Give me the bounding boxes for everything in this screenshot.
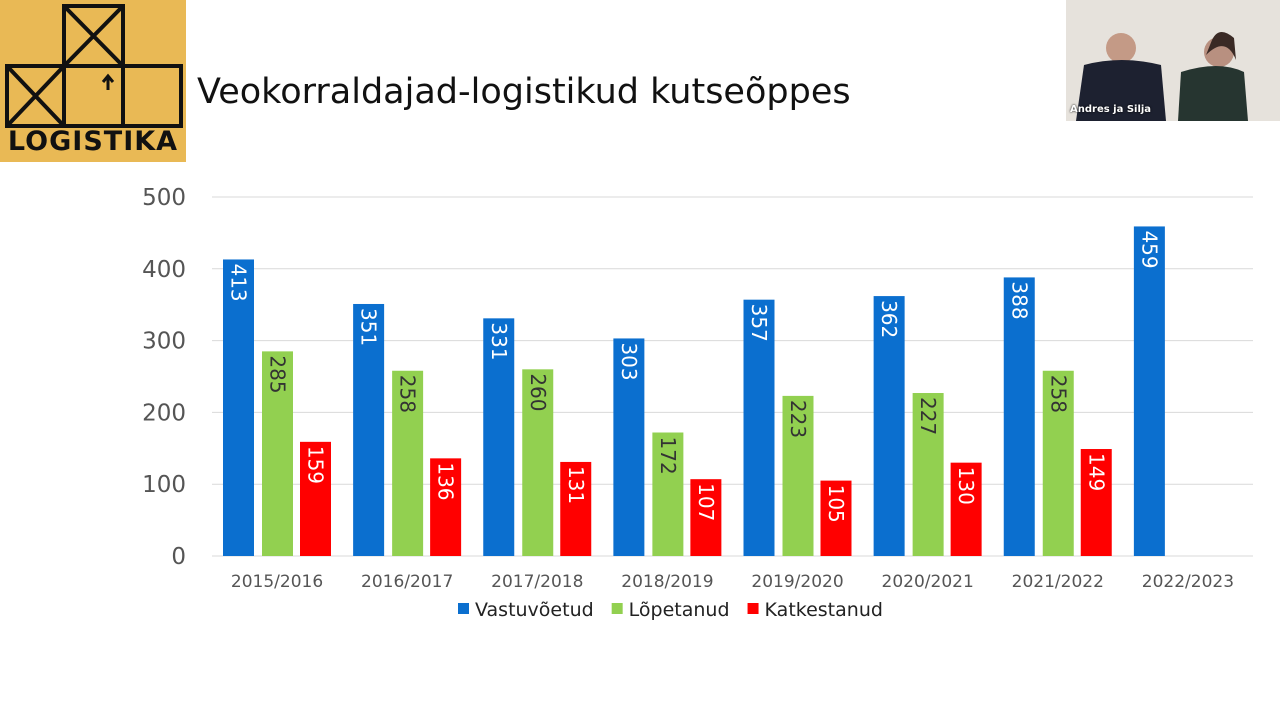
- data-label: 159: [304, 446, 328, 484]
- bar-Vastuvõetud: [353, 303, 385, 556]
- participants-video: [1066, 0, 1280, 121]
- data-label: 136: [434, 462, 458, 500]
- x-tick-label: 2016/2017: [361, 572, 453, 592]
- slide-title: Veokorraldajad-logistikud kutseõppes: [197, 72, 851, 112]
- legend-swatch: [611, 603, 623, 614]
- x-tick-label: 2018/2019: [621, 572, 713, 592]
- legend-label: Vastuvõetud: [475, 599, 594, 621]
- data-label: 362: [877, 300, 901, 338]
- y-tick-label: 200: [142, 400, 186, 426]
- legend-label: Katkestanud: [765, 599, 883, 621]
- x-tick-label: 2022/2023: [1142, 572, 1234, 592]
- x-tick-label: 2019/2020: [751, 572, 843, 592]
- bar-Vastuvõetud: [1003, 277, 1035, 556]
- data-label: 459: [1137, 230, 1161, 268]
- bar-Lõpetanud: [392, 370, 424, 556]
- participant-name: Andres ja Silja: [1070, 104, 1152, 115]
- legend-swatch: [458, 603, 469, 614]
- data-label: 172: [656, 437, 680, 475]
- bar-Vastuvõetud: [873, 296, 905, 556]
- bar-Lõpetanud: [262, 351, 293, 556]
- bar-Katkestanud: [300, 441, 331, 556]
- data-label: 131: [564, 466, 588, 504]
- bar-Katkestanud: [820, 480, 852, 556]
- x-tick-label: 2015/2016: [231, 572, 323, 592]
- x-tick-label: 2017/2018: [491, 572, 583, 592]
- bar-Lõpetanud: [1042, 370, 1074, 556]
- x-tick-label: 2021/2022: [1012, 572, 1104, 592]
- bar-Katkestanud: [430, 458, 462, 556]
- data-label: 130: [954, 467, 978, 505]
- bar-Vastuvõetud: [613, 338, 645, 556]
- bar-Vastuvõetud: [483, 318, 515, 556]
- bar-Katkestanud: [560, 461, 592, 556]
- bar-Lõpetanud: [912, 393, 944, 556]
- data-label: 357: [747, 304, 771, 342]
- data-label: 285: [266, 355, 290, 393]
- bar-Katkestanud: [950, 462, 982, 556]
- y-tick-label: 100: [142, 472, 186, 498]
- logo-text: LOGISTIKA: [7, 126, 179, 157]
- data-label: 105: [824, 485, 848, 523]
- data-label: 107: [694, 483, 718, 521]
- data-label: 258: [396, 375, 420, 413]
- data-label: 331: [487, 322, 511, 360]
- bar-Vastuvõetud: [1133, 226, 1165, 557]
- data-label: 260: [526, 373, 550, 411]
- y-tick-label: 0: [171, 544, 186, 570]
- boxes-logo-icon: [5, 4, 183, 128]
- data-label: 223: [786, 400, 810, 438]
- y-tick-label: 400: [142, 257, 186, 283]
- data-label: 388: [1007, 281, 1031, 319]
- data-label: 413: [227, 263, 251, 301]
- data-label: 149: [1084, 453, 1108, 491]
- video-thumbnail[interactable]: Andres ja Silja: [1066, 0, 1280, 121]
- x-tick-label: 2020/2021: [882, 572, 974, 592]
- bar-Lõpetanud: [652, 432, 684, 556]
- bar-Lõpetanud: [782, 395, 814, 556]
- legend-label: Lõpetanud: [629, 599, 730, 621]
- bar-Vastuvõetud: [223, 259, 254, 556]
- logistika-logo: LOGISTIKA: [0, 0, 186, 162]
- data-label: 227: [916, 397, 940, 435]
- y-tick-label: 300: [142, 329, 186, 355]
- bar-Katkestanud: [690, 479, 722, 556]
- legend-swatch: [747, 603, 759, 614]
- data-label: 303: [617, 342, 641, 380]
- y-tick-label: 500: [142, 185, 186, 211]
- bar-Lõpetanud: [522, 369, 554, 556]
- data-label: 258: [1046, 375, 1070, 413]
- bar-Vastuvõetud: [743, 299, 775, 556]
- data-label: 351: [357, 308, 381, 346]
- bar-Katkestanud: [1080, 449, 1112, 556]
